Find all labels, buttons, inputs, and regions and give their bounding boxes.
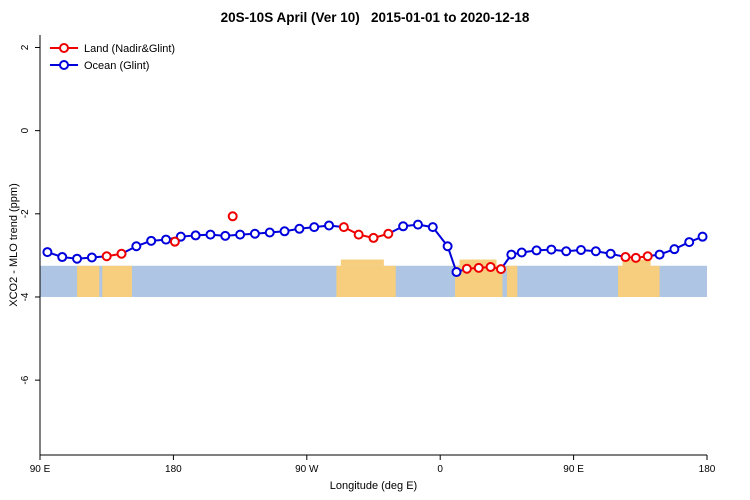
ocean-data-point [561, 246, 572, 257]
ocean-data-point [324, 220, 335, 231]
map-band-land [618, 265, 660, 297]
ocean-data-point [42, 247, 53, 258]
ocean-data-point [427, 222, 438, 233]
x-axis-label: Longitude (deg E) [329, 480, 418, 492]
land-data-point [101, 251, 112, 262]
x-tick-label: 180 [165, 464, 182, 475]
map-band-land [102, 265, 132, 297]
ocean-data-point [57, 252, 68, 263]
ocean-data-point [235, 229, 246, 240]
y-axis-label: XCO2 - MLO trend (ppm) [8, 183, 20, 307]
land-data-point [620, 252, 631, 263]
ocean-data-point [506, 249, 517, 260]
map-band-land-bump [459, 259, 497, 266]
x-tick-label: 90 E [30, 464, 51, 475]
ocean-data-point [451, 267, 462, 278]
ocean-data-point [576, 244, 587, 255]
y-tick-label: 2 [20, 44, 31, 50]
y-tick-label: 0 [20, 127, 31, 133]
ocean-data-point [398, 221, 409, 232]
ocean-data-point [531, 245, 542, 256]
y-tick-label: -4 [20, 292, 31, 301]
ocean-data-point [412, 219, 423, 230]
ocean-data-point [697, 231, 708, 242]
land-data-point [353, 229, 364, 240]
ocean-data-point [86, 252, 97, 263]
legend-label-land: Land (Nadir&Glint) [84, 43, 175, 55]
land-data-point [338, 222, 349, 233]
map-band-land [506, 265, 518, 297]
ocean-data-point [160, 234, 171, 245]
ocean-data-point [190, 230, 201, 241]
x-tick-label: 0 [437, 464, 443, 475]
ocean-data-point [131, 241, 142, 252]
map-band-land [77, 265, 100, 297]
land-data-point [495, 264, 506, 275]
legend-marker-land [59, 43, 69, 53]
x-tick-label: 90 W [295, 464, 319, 475]
ocean-data-point [669, 244, 680, 255]
land-data-point [485, 262, 496, 273]
ocean-data-point [72, 253, 83, 264]
ocean-data-point [684, 237, 695, 248]
ocean-data-point [249, 228, 260, 239]
land-data-point [169, 236, 180, 247]
ocean-data-point [516, 247, 527, 258]
ocean-data-point [590, 246, 601, 257]
x-tick-label: 180 [699, 464, 716, 475]
ocean-data-point [146, 235, 157, 246]
land-data-point [227, 211, 238, 222]
ocean-data-point [264, 227, 275, 238]
land-data-point [116, 248, 127, 259]
ocean-data-point [279, 226, 290, 237]
land-data-point [642, 251, 653, 262]
land-data-point [630, 252, 641, 263]
ocean-data-point [220, 230, 231, 241]
ocean-data-point [205, 229, 216, 240]
ocean-data-point [294, 223, 305, 234]
y-tick-label: -6 [20, 375, 31, 384]
legend-marker-ocean [59, 60, 69, 70]
ocean-data-point [546, 244, 557, 255]
chart-title: 20S-10S April (Ver 10) 2015-01-01 to 202… [220, 10, 530, 25]
ocean-data-point [309, 222, 320, 233]
ocean-data-point [605, 248, 616, 259]
ocean-data-point [654, 249, 665, 260]
legend-label-ocean: Ocean (Glint) [84, 60, 149, 72]
x-tick-label: 90 E [563, 464, 584, 475]
map-band-land-bump [340, 259, 384, 266]
ocean-data-point [442, 241, 453, 252]
y-tick-label: -2 [20, 209, 31, 218]
map-band-land [336, 265, 396, 297]
land-data-point [383, 228, 394, 239]
land-data-point [461, 263, 472, 274]
land-data-point [368, 232, 379, 243]
land-data-point [473, 262, 484, 273]
